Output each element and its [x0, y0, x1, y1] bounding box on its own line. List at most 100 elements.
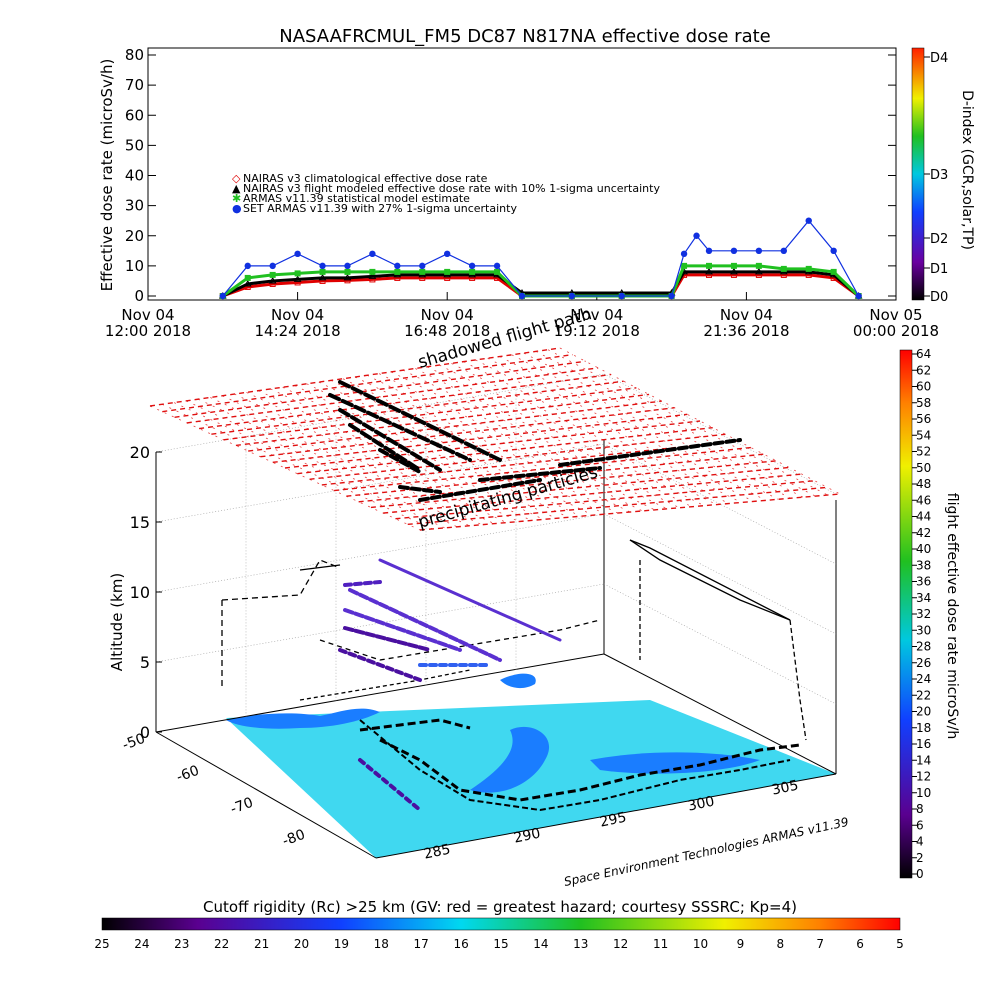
legend-text: ARMAS v11.39 statistical model estimate: [243, 192, 470, 205]
series-point: [780, 265, 787, 272]
shell-col: [330, 380, 606, 515]
right-tick-label: 12: [916, 770, 931, 784]
right-tick-label: 58: [916, 396, 931, 410]
series-point: [268, 276, 277, 284]
series-point: [344, 262, 351, 270]
bottom-tick-label: 12: [613, 937, 628, 951]
right-tick-label: 62: [916, 363, 931, 377]
shell-col: [306, 383, 581, 517]
bottom-tick-label: 6: [856, 937, 864, 951]
right-tick-label: 52: [916, 445, 931, 459]
series-point: [493, 262, 501, 270]
grid-line-side: [603, 373, 837, 495]
landmass-1: [226, 708, 380, 729]
bottom-tick-label: 18: [374, 937, 389, 951]
series-point: [618, 292, 625, 300]
shell-col: [378, 373, 655, 511]
series-point: [469, 268, 476, 275]
shell-row: [198, 373, 612, 430]
series-point: [319, 262, 326, 270]
y-tick-label: 60: [125, 106, 144, 124]
shell-row: [407, 486, 828, 526]
shell-row: [162, 353, 573, 413]
right-tick-label: 50: [916, 461, 931, 475]
bottom-tick-label: 7: [816, 937, 824, 951]
top-chart-ylabel: Effective dose rate (microSv/h): [98, 59, 116, 292]
legend-text: NAIRAS v3 climatological effective dose …: [243, 172, 488, 185]
shell-row: [395, 480, 815, 520]
lon-tick-label: 290: [512, 825, 541, 846]
grid-line-side: [603, 513, 837, 635]
series-point: [269, 262, 276, 270]
right-tick-label: 64: [916, 347, 931, 361]
shell-col: [173, 402, 445, 529]
x-tick-label-date: Nov 04: [421, 306, 474, 324]
series-point: [754, 267, 763, 275]
series-line: [222, 219, 860, 297]
grid-line-side: [603, 583, 837, 705]
series-point: [369, 250, 376, 258]
shell-row: [174, 360, 586, 418]
ground-plane: [226, 700, 836, 858]
right-tick-label: 6: [916, 818, 924, 832]
right-tick-label: 46: [916, 493, 931, 507]
right-tick-label: 0: [916, 867, 924, 881]
bottom-tick-label: 17: [414, 937, 429, 951]
x-tick-label-date: Nov 04: [570, 306, 623, 324]
bottom-colorbar: Cutoff rigidity (Rc) >25 km (GV: red = g…: [94, 898, 903, 951]
shell-col: [354, 376, 631, 513]
bottom-tick-label: 22: [214, 937, 229, 951]
series-point: [343, 273, 352, 281]
series-point: [444, 268, 451, 275]
right-tick-label: 32: [916, 607, 931, 621]
right-tick-label: 42: [916, 526, 931, 540]
shell-col: [403, 369, 680, 509]
lon-tick-label: 300: [686, 793, 715, 814]
y-tick-label: 80: [125, 46, 144, 64]
series-point: [693, 232, 700, 239]
bottom-tick-label: 13: [573, 937, 588, 951]
series-point: [830, 268, 837, 275]
right-tick-label: 20: [916, 705, 931, 719]
dindex-tick-label: D3: [930, 168, 948, 183]
shell-row: [370, 466, 790, 509]
x-tick-label-time: 21:36 2018: [703, 322, 789, 340]
right-tick-label: 60: [916, 380, 931, 394]
series-point: [468, 262, 476, 270]
series-3: [219, 217, 862, 300]
series-point: [518, 292, 526, 300]
dindex-ticks: D0 D1 D2 D3 D4: [924, 51, 948, 305]
shell-col: [318, 381, 594, 516]
red-dose-shell: [149, 347, 841, 531]
shell-col: [475, 359, 754, 502]
right-tick-label: 30: [916, 623, 931, 637]
shell-col: [149, 405, 421, 531]
series-line: [221, 264, 860, 298]
right-tick-label: 14: [916, 753, 931, 767]
right-tick-label: 36: [916, 575, 931, 589]
top-chart-legend: ◇ NAIRAS v3 climatological effective dose…: [232, 172, 660, 215]
series-point: [269, 271, 276, 278]
scene-grid: [155, 373, 837, 717]
series-point: [780, 247, 787, 255]
shell-col: [210, 397, 482, 526]
series-point: [419, 262, 426, 270]
shell-row: [248, 400, 662, 452]
right-tick-label: 24: [916, 672, 931, 686]
y-tick-label: 30: [125, 197, 144, 215]
grid-line-back: [155, 583, 605, 663]
x-tick-label-time: 12:00 2018: [105, 322, 191, 340]
right-tick-label: 22: [916, 688, 931, 702]
z-tick-label: 0: [140, 723, 150, 742]
y-tick-label: 10: [125, 257, 144, 275]
series-point: [244, 262, 251, 270]
right-tick-label: 56: [916, 412, 931, 426]
bottom-tick-label: 21: [254, 937, 269, 951]
lat-tick-label: -50: [120, 731, 147, 754]
series-point: [243, 279, 252, 287]
bottom-tick-label: 24: [134, 937, 149, 951]
series-point: [805, 265, 812, 272]
